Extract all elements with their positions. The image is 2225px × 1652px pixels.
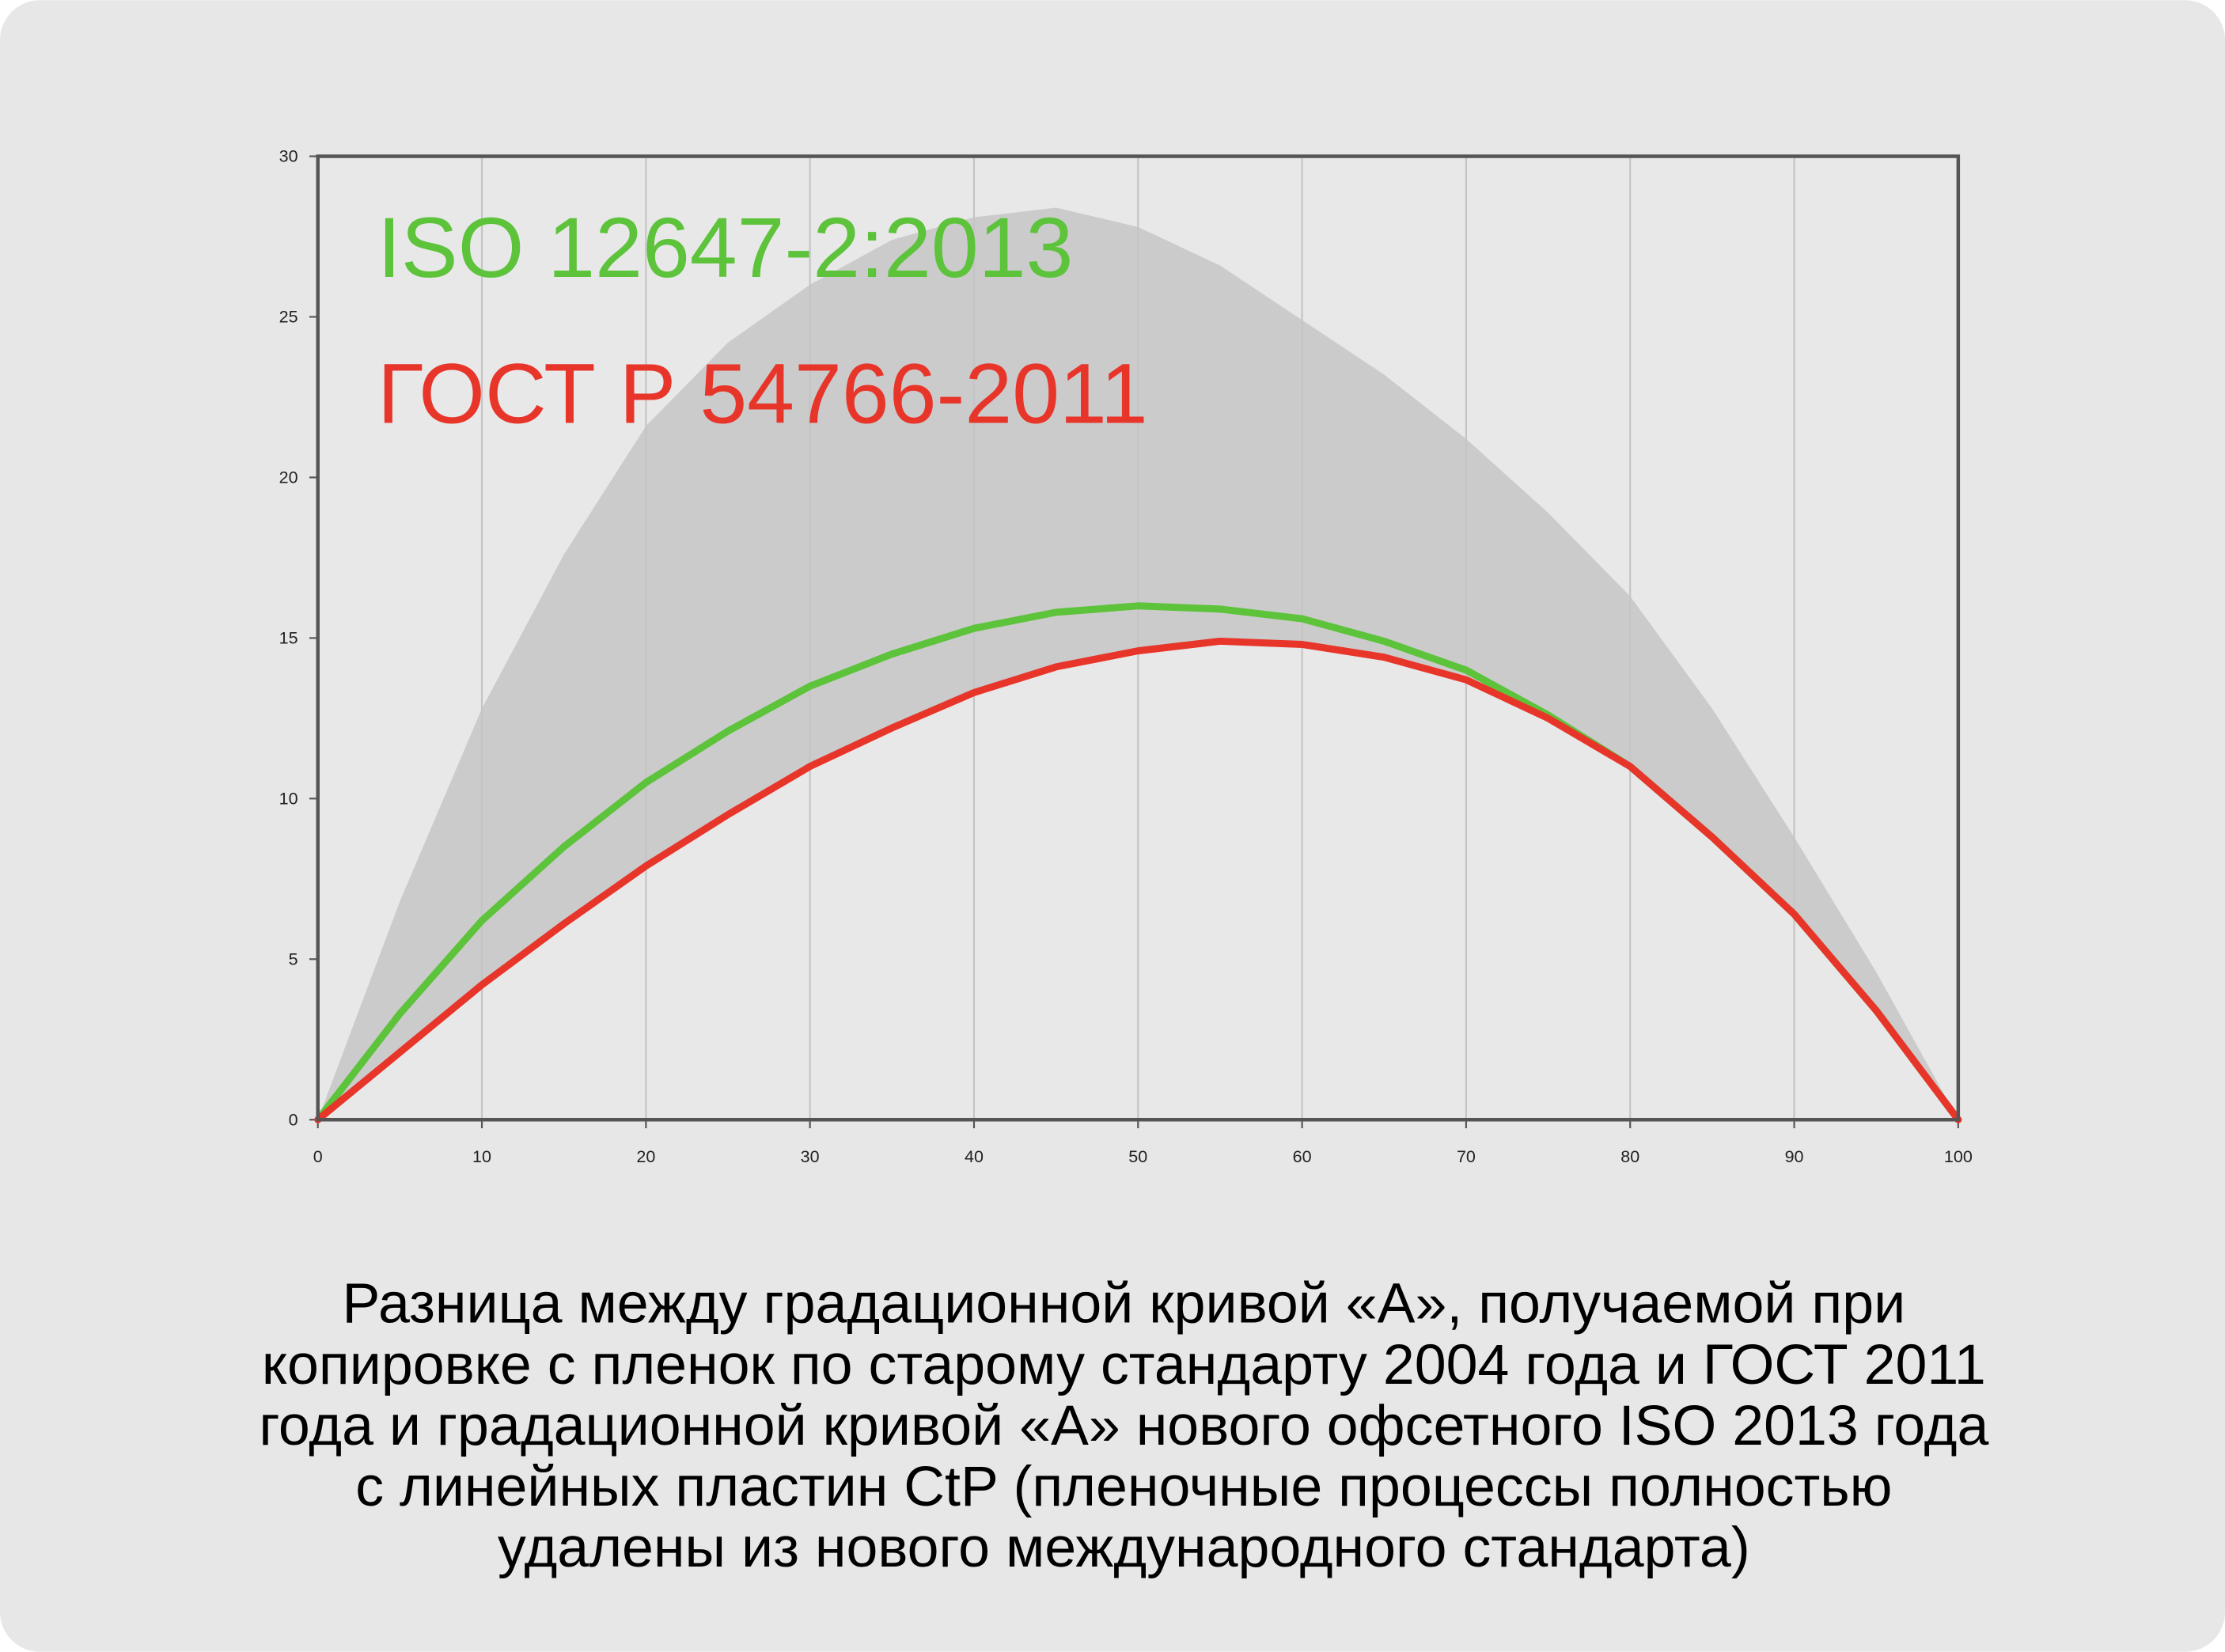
series-line xyxy=(314,637,1962,1123)
x-tick-label: 100 xyxy=(1944,1147,1973,1166)
plot-frame xyxy=(316,154,1961,1122)
y-tick-label: 20 xyxy=(279,468,298,487)
x-tick-label: 60 xyxy=(1293,1147,1312,1166)
x-tick-label: 10 xyxy=(472,1147,491,1166)
x-tick-label: 0 xyxy=(313,1147,323,1166)
y-tick-label: 0 xyxy=(289,1110,298,1129)
caption-line: копировке с пленок по старому стандарту … xyxy=(262,1333,1986,1396)
x-tick-label: 20 xyxy=(636,1147,655,1166)
x-tick-label: 40 xyxy=(965,1147,984,1166)
y-tick-label: 30 xyxy=(279,147,298,166)
band xyxy=(317,207,1958,1120)
x-tick-label: 80 xyxy=(1620,1147,1639,1166)
caption-line: удалены из нового международного стандар… xyxy=(498,1516,1750,1579)
caption-line: года и градационной кривой «А» нового оф… xyxy=(259,1394,1988,1457)
legend-label: ISO 12647-2:2013 xyxy=(377,200,1073,295)
y-tick-label: 10 xyxy=(279,790,298,809)
x-tick-label: 50 xyxy=(1128,1147,1147,1166)
y-tick-label: 25 xyxy=(279,308,298,327)
y-tick-label: 15 xyxy=(279,629,298,648)
y-tick-label: 5 xyxy=(289,949,298,968)
x-tick-label: 70 xyxy=(1457,1147,1476,1166)
caption-line: Разница между градационной кривой «А», п… xyxy=(343,1272,1906,1336)
caption-line: с линейных пластин CtP (пленочные процес… xyxy=(355,1455,1892,1518)
x-tick-label: 90 xyxy=(1785,1147,1804,1166)
x-tick-label: 30 xyxy=(801,1147,820,1166)
legend-label: ГОСТ Р 54766-2011 xyxy=(377,347,1148,441)
plot-area: 0 10 20 30 40 50 60 70 80 90 100 0 5 10 15 20 25 30 ISO 12… xyxy=(279,147,1973,1166)
